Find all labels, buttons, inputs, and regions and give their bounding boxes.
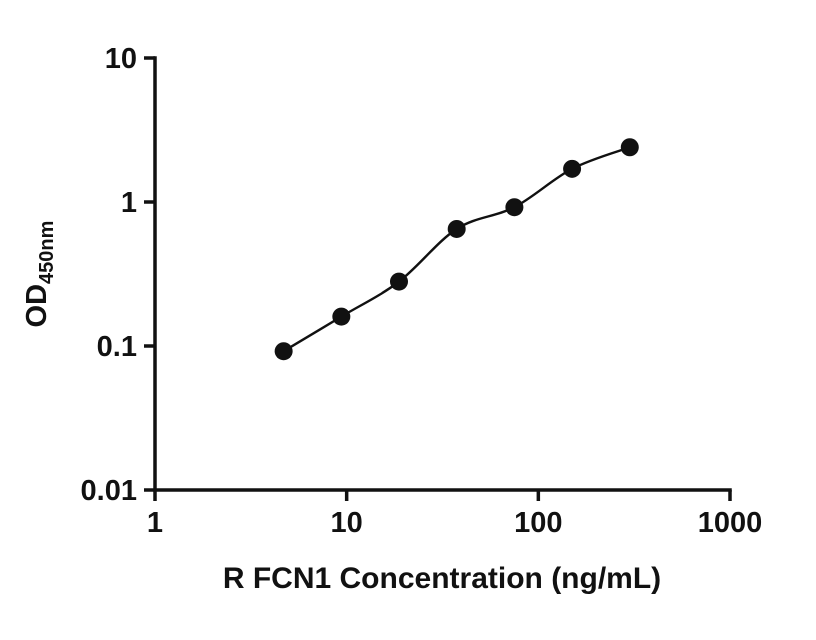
y-tick-label: 0.1: [97, 331, 137, 363]
x-tick-label: 1: [147, 507, 163, 539]
x-tick-label: 1000: [698, 507, 763, 539]
axis-spines: [153, 56, 732, 492]
y-axis-title: OD450nm: [21, 221, 58, 328]
y-tick-label: 1: [121, 187, 137, 219]
data-point: [505, 198, 524, 217]
y-tick-label: 10: [105, 43, 137, 75]
y-tick-label: 0.01: [81, 475, 137, 507]
data-point: [274, 342, 293, 361]
data-point: [389, 272, 408, 291]
plot-area: 1 10 100 1000 10 1 0.1 0.01: [81, 43, 763, 539]
data-point: [620, 138, 639, 157]
data-point: [563, 159, 582, 178]
data-point: [332, 307, 351, 326]
data-point: [447, 219, 466, 238]
x-tick-label: 100: [514, 507, 562, 539]
x-axis-title: R FCN1 Concentration (ng/mL): [223, 562, 661, 595]
y-axis-title-subscript: 450nm: [36, 221, 58, 284]
y-axis-title-main: OD: [21, 284, 53, 328]
x-tick-label: 10: [331, 507, 363, 539]
